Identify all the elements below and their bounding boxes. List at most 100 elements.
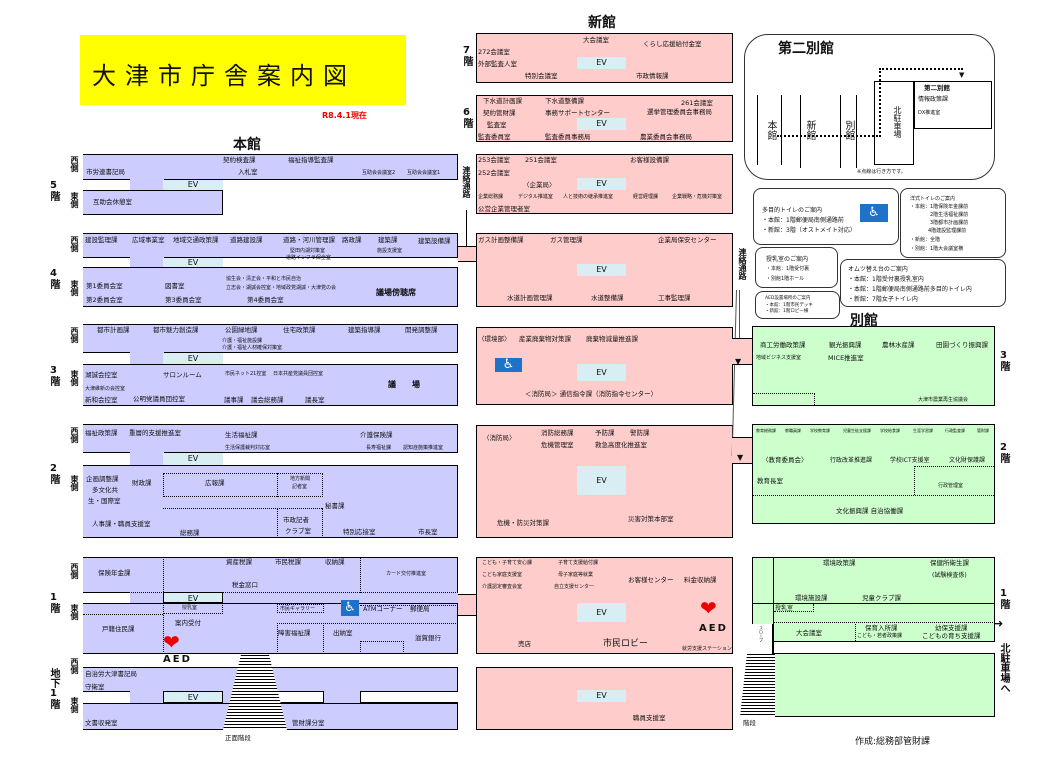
room: 選挙管理委員会事務局 (647, 108, 712, 116)
side-west-1f: 西側 (70, 563, 79, 579)
room: 文化振興課 自治協働課 (836, 507, 904, 515)
wheelchair-icon: ♿ (860, 204, 888, 222)
room: 互助会会議室2 (362, 170, 396, 176)
room: 251会議室 (525, 156, 557, 164)
room: 教育長室 (757, 477, 783, 485)
credit: 作成:総務部管財課 (855, 737, 931, 747)
room: 建築指導課 (348, 326, 381, 334)
room: MICE推進室 (828, 354, 864, 362)
honkan-4f-connector (130, 257, 164, 268)
room: 建築課 (378, 236, 398, 244)
info-title: AED設置場所のご案内 (765, 296, 811, 301)
side-east-2f: 東側 (70, 475, 79, 491)
room: 第2委員会室 (86, 296, 123, 304)
daini-bekkan-map (744, 34, 995, 180)
slope-label: スロープ (759, 626, 764, 642)
room: 道路インフラ保全室 (286, 255, 331, 261)
passage-label: 連絡通路 (738, 248, 747, 280)
room: 守衛室 (85, 683, 105, 691)
room: 272会議室 (478, 48, 510, 56)
room: 保育入所課 (865, 624, 898, 632)
room: 文化財保護課 (949, 457, 986, 464)
diaper-info (840, 259, 1006, 307)
bekkan-label: 別館 (850, 313, 878, 329)
room: 広報課 (205, 479, 225, 487)
slope (752, 624, 773, 654)
corridor (774, 642, 995, 654)
divider (163, 603, 223, 614)
room: 生活福祉課 (225, 431, 258, 439)
room: 行政改革推進課 (830, 457, 873, 464)
info-line: ・本館：1階受付裏授乳室内 (848, 276, 924, 283)
room: 授乳室 (775, 605, 794, 612)
room: 危機管理室 (541, 441, 574, 449)
info-line: ・別館1階ホール (766, 276, 805, 282)
map-label-shinkan: 新館 (804, 120, 815, 140)
passage-line (739, 290, 740, 365)
honkan-2f-west (83, 424, 458, 453)
room: 管財課分室 (292, 719, 325, 727)
room: 市政情報課 (636, 72, 669, 80)
room: 地域交通政策課 (173, 236, 219, 244)
room: 自立支援センター (554, 584, 595, 590)
room: 長寿福祉課 (366, 445, 392, 451)
bekkan-2f (752, 424, 995, 524)
shinkan-label: 新館 (588, 15, 616, 31)
connector (458, 594, 478, 616)
front-stairs-label: 正面階段 (225, 734, 251, 742)
room: 企業戦略・危機対策室 (672, 194, 723, 200)
room: 大会議室 (796, 629, 822, 637)
side-east-5f: 東側 (70, 192, 79, 208)
map-bekkan (840, 95, 857, 168)
room: 予防課 (595, 429, 615, 437)
room: 資産税課 (226, 558, 252, 566)
divider (277, 623, 458, 654)
divider (773, 557, 774, 654)
room: 生活保護裁判対応室 (225, 445, 271, 451)
room: 収納課 (325, 558, 345, 566)
info-line: ・新館：3階（オストメイト対応） (762, 227, 856, 234)
room: 企画調整課 (86, 475, 119, 483)
room: 救急高度化推進室 (595, 441, 647, 449)
room: ガス計画整備課 (478, 236, 524, 244)
wheelchair-icon: ♿ (341, 600, 359, 616)
room: 特別会議室 (525, 72, 558, 80)
route-dotted (879, 68, 963, 70)
room: 学校給食課 (880, 428, 900, 433)
room: 母子家庭等就業 (558, 572, 594, 578)
room: 工事監理課 (658, 294, 691, 302)
honkan-1f-west (83, 557, 458, 593)
room: 多文化共 (92, 486, 118, 494)
room: 料金収納課 (684, 576, 717, 584)
side-west-b1: 西側 (70, 658, 79, 674)
room: 〈消防局〉 (483, 434, 516, 442)
connector (732, 338, 754, 365)
room: 事務サポートセンター (545, 109, 610, 117)
room: 湖誠会控室 (85, 371, 118, 379)
honkan-3f-east (83, 364, 458, 406)
room: 日本共産党議員団控室 (273, 371, 324, 377)
ev-shinkan-1f: EV (577, 603, 626, 622)
room: サロンルーム (163, 371, 202, 379)
room: 総務課 (180, 529, 200, 537)
room: 売店 (518, 640, 531, 648)
info-line: ・新館：7階女子トイレ内 (848, 296, 918, 303)
divider (323, 623, 324, 654)
room: 経営経理課 (633, 194, 659, 200)
divider (163, 473, 323, 497)
room: 保健所衛生課 (930, 559, 969, 567)
void (277, 691, 324, 703)
ev-shinkan-3f: EV (577, 364, 626, 381)
daini-title: 第二別館 (778, 41, 834, 57)
info-line: ・別館：1階大会議室横 (910, 246, 964, 252)
room: 消防総務課 (541, 429, 574, 437)
room: 監査委員室 (478, 133, 511, 141)
room: 農業委員会事務局 (640, 133, 692, 141)
room: 公明党議員団控室 (133, 395, 185, 403)
room: 教職員課 (785, 428, 801, 433)
room: 堅田内湖対策室 (290, 248, 326, 254)
divider (753, 495, 994, 496)
room: 行政監査課 (945, 428, 965, 433)
room: 開発調整課 (405, 326, 438, 334)
aed-heart-icon: ❤ (700, 596, 717, 620)
